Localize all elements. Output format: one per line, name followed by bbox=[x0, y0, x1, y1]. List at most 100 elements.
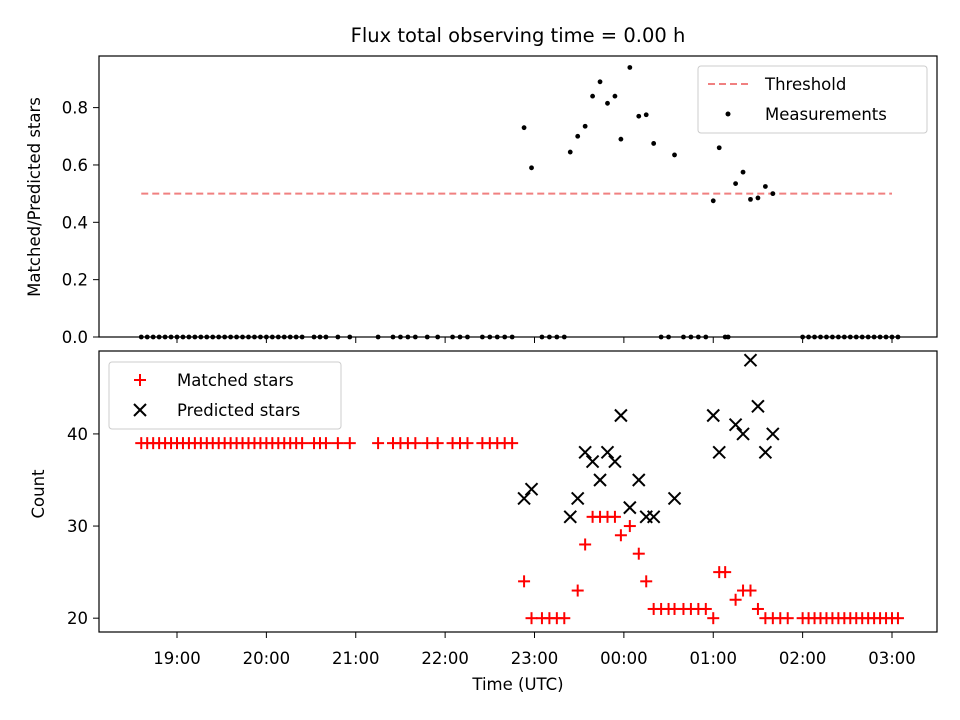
measurement-point bbox=[755, 195, 761, 201]
bottom-xtick-label: 23:00 bbox=[511, 649, 559, 668]
matched-star-point bbox=[632, 547, 645, 560]
measurement-point bbox=[618, 136, 624, 142]
measurement-point bbox=[643, 112, 649, 118]
top-ytick-label: 0.4 bbox=[62, 213, 88, 232]
measurement-point bbox=[748, 196, 753, 202]
predicted-star-point bbox=[766, 427, 780, 441]
matched-star-point bbox=[608, 510, 621, 523]
measurement-point bbox=[597, 79, 603, 85]
legend-matched-label: Matched stars bbox=[177, 371, 294, 390]
bottom-ytick-label: 20 bbox=[67, 609, 88, 628]
bottom-ytick-label: 40 bbox=[67, 425, 88, 444]
matched-star-point bbox=[699, 602, 712, 615]
legend-threshold-label: Threshold bbox=[764, 75, 846, 94]
measurement-point bbox=[575, 133, 581, 139]
measurement-point bbox=[651, 141, 657, 146]
matched-star-point bbox=[614, 529, 627, 542]
top-panel: 0.00.20.40.60.8 Matched/Predicted stars … bbox=[25, 55, 938, 347]
predicted-star-point bbox=[728, 417, 743, 432]
matched-star-point bbox=[891, 612, 904, 625]
legend-measurements-label: Measurements bbox=[765, 105, 887, 124]
top-ylabel: Matched/Predicted stars bbox=[25, 97, 44, 297]
measurement-point bbox=[710, 198, 716, 204]
top-ytick-label: 0.6 bbox=[62, 156, 88, 175]
top-plot-frame bbox=[98, 55, 938, 338]
matched-star-point bbox=[506, 437, 519, 450]
predicted-star-point bbox=[623, 500, 637, 515]
measurement-point bbox=[636, 113, 642, 119]
measurement-point bbox=[740, 169, 746, 175]
top-ytick-label: 0.0 bbox=[62, 328, 88, 347]
predicted-star-point bbox=[646, 510, 661, 524]
predicted-star-point bbox=[608, 454, 622, 469]
matched-star-point bbox=[461, 437, 474, 450]
legend-measurements-swatch bbox=[725, 111, 731, 117]
predicted-star-point bbox=[593, 473, 607, 487]
measurement-point bbox=[590, 93, 595, 99]
bottom-xtick-label: 22:00 bbox=[421, 649, 469, 668]
predicted-star-point bbox=[632, 473, 646, 487]
matched-star-point bbox=[579, 538, 592, 551]
bottom-xtick-label: 00:00 bbox=[600, 649, 648, 668]
measurement-point bbox=[716, 145, 722, 151]
matched-star-point bbox=[525, 612, 538, 625]
predicted-star-point bbox=[600, 445, 615, 460]
bottom-legend: Matched stars Predicted stars bbox=[108, 361, 342, 430]
bottom-xtick-label: 02:00 bbox=[779, 649, 827, 668]
top-ytick-label: 0.2 bbox=[62, 271, 88, 290]
predicted-star-point bbox=[570, 491, 585, 506]
matched-star-point bbox=[744, 584, 757, 597]
measurement-point bbox=[582, 123, 588, 129]
matched-star-point bbox=[781, 612, 794, 625]
matched-star-point bbox=[296, 437, 309, 450]
measurement-point bbox=[567, 149, 573, 155]
predicted-star-point bbox=[751, 399, 765, 413]
measurement-point bbox=[762, 184, 768, 189]
predicted-star-point bbox=[578, 445, 592, 460]
measurement-point bbox=[605, 100, 610, 106]
matched-star-point bbox=[719, 566, 732, 579]
top-ytick-label: 0.8 bbox=[62, 99, 88, 118]
bottom-ytick-label: 30 bbox=[67, 517, 88, 536]
legend-predicted-label: Predicted stars bbox=[177, 401, 300, 420]
bottom-xtick-label: 21:00 bbox=[332, 649, 380, 668]
predicted-star-point bbox=[667, 491, 682, 506]
top-legend-box bbox=[697, 65, 928, 134]
matched-star-point bbox=[343, 437, 356, 450]
matched-star-point bbox=[421, 437, 434, 450]
bottom-xtick-label: 20:00 bbox=[243, 649, 291, 668]
matched-star-point bbox=[331, 437, 344, 450]
matched-star-point bbox=[707, 612, 720, 625]
matched-star-point bbox=[640, 575, 653, 588]
predicted-star-point bbox=[563, 510, 577, 524]
predicted-star-point bbox=[706, 408, 720, 423]
predicted-star-point bbox=[743, 353, 758, 367]
measurement-point bbox=[672, 152, 677, 158]
matched-star-point bbox=[751, 602, 764, 615]
predicted-star-point bbox=[524, 482, 539, 496]
predicted-star-point bbox=[614, 408, 628, 423]
top-legend: Threshold Measurements bbox=[697, 65, 928, 134]
bottom-xtick-label: 01:00 bbox=[689, 649, 737, 668]
matched-star-point bbox=[558, 612, 571, 625]
measurement-point bbox=[627, 65, 633, 70]
matched-star-point bbox=[319, 437, 332, 450]
matched-star-point bbox=[571, 584, 584, 597]
bottom-panel: 20 30 40 Count 19:00 20:00 21:00 22:00 23:00 00… bbox=[29, 350, 938, 694]
legend-predicted-swatch bbox=[133, 403, 147, 417]
matched-star-point bbox=[729, 593, 742, 606]
predicted-star-point bbox=[758, 445, 773, 460]
matched-star-point bbox=[623, 520, 636, 533]
legend-matched-swatch bbox=[134, 374, 146, 386]
measurement-point bbox=[612, 93, 618, 99]
predicted-star-point bbox=[736, 427, 750, 441]
bottom-xtick-label: 19:00 bbox=[153, 649, 201, 668]
matched-star-point bbox=[409, 437, 422, 450]
predicted-star-point bbox=[712, 445, 726, 460]
bottom-xtick-label: 03:00 bbox=[868, 649, 916, 668]
bottom-legend-box bbox=[108, 361, 342, 430]
bottom-xlabel: Time (UTC) bbox=[471, 675, 563, 694]
predicted-star-point bbox=[517, 491, 531, 506]
predicted-star-point bbox=[585, 454, 600, 469]
